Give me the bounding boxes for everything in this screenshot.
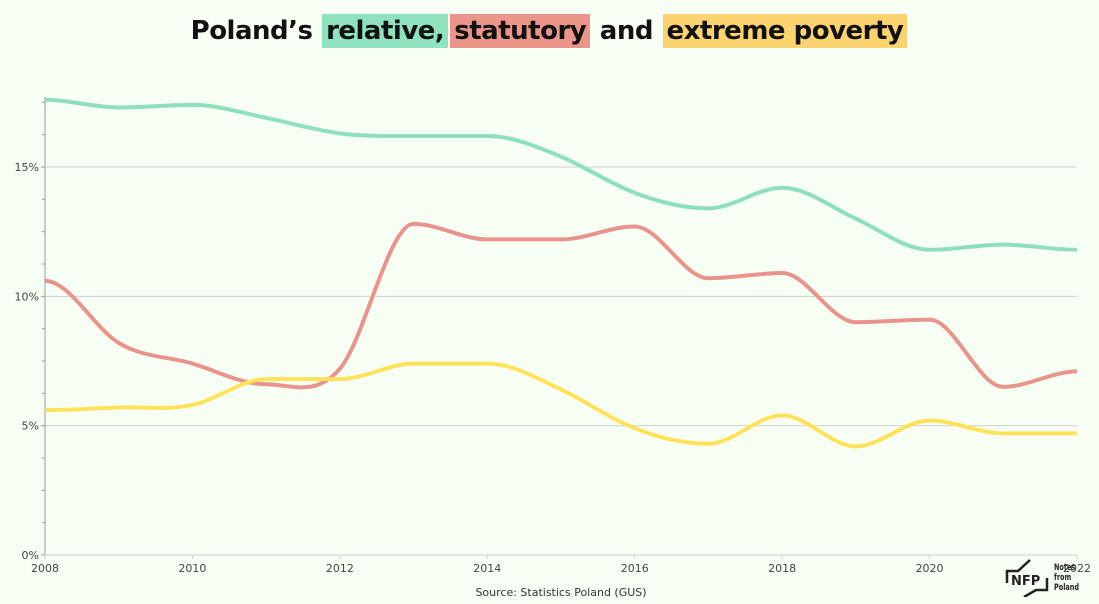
title-highlight-relative: relative, [322,14,449,48]
chart-title: Poland’s relative, statutory and extreme … [0,14,1099,48]
x-tick-label: 2016 [621,562,649,575]
logo-line-2: Poland [1054,583,1080,593]
logo-line-1: Notes from [1054,563,1076,583]
nfp-logo-text: Notes from Poland [1054,563,1088,593]
x-tick-label: 2022 [1063,562,1091,575]
series-line-extreme [44,361,1077,449]
x-tick-label: 2018 [768,562,796,575]
y-tick-label: 15% [15,161,39,174]
series-line-statutory [44,221,1078,390]
y-tick-label: 10% [15,290,39,303]
source-note: Source: Statistics Poland (GUS) [475,586,647,599]
x-tick-label: 2012 [326,562,354,575]
x-tick-label: 2010 [178,562,206,575]
title-highlight-extreme: extreme poverty [662,14,908,48]
title-highlight-statutory: statutory [450,14,591,48]
title-prefix: Poland’s [190,16,313,46]
y-tick-label: 5% [22,420,39,433]
title-and: and [599,16,654,46]
series-line-relative [44,97,1078,252]
x-tick-label: 2008 [31,562,59,575]
series-lines [44,97,1078,449]
axes: 0% 5% 10% 15% 2008 2010 2012 2014 2016 2018 2020 20… [15,97,1091,575]
x-tick-label: 2014 [473,562,501,575]
x-tick-label: 2020 [916,562,944,575]
grid-lines [45,166,1077,427]
nfp-logo-icon: NFP [1005,559,1049,599]
y-tick-label: 0% [22,549,39,562]
nfp-logo: NFP Notes from Poland [1004,557,1096,599]
nfp-logo-mark: NFP [1011,574,1040,589]
